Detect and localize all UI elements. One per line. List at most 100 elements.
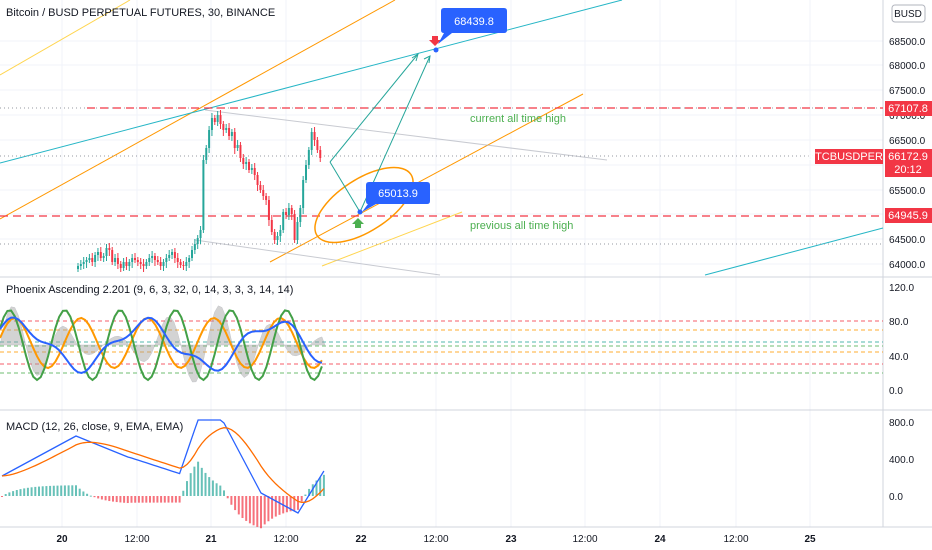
candle-body (242, 158, 245, 164)
macd-bar (189, 473, 192, 496)
macd-bar (89, 495, 92, 497)
candle-body (233, 132, 236, 148)
callout-dip-text: 65013.9 (378, 188, 418, 200)
candles-layer[interactable] (77, 110, 322, 272)
annotation-ath-current[interactable]: current all time high (470, 113, 566, 125)
candle-body (213, 118, 216, 122)
candle-body (228, 128, 231, 136)
ellipse-highlight[interactable] (303, 153, 425, 258)
time-tick-label: 12:00 (572, 534, 597, 545)
candle-body (125, 262, 128, 266)
candle-body (77, 266, 79, 269)
macd-bar (82, 491, 85, 496)
arrow-down-icon[interactable] (429, 36, 441, 46)
candle-body (145, 262, 148, 266)
macd-bar (219, 485, 222, 496)
callout-target[interactable]: 68439.8 (438, 8, 507, 44)
candle-body (199, 230, 202, 238)
candle-body (262, 190, 265, 196)
candle-body (136, 260, 139, 262)
macd-bar (112, 496, 114, 502)
price-tick-label: 66500.0 (889, 136, 926, 147)
candle-body (108, 248, 111, 250)
macd-bar (223, 490, 225, 496)
time-axis[interactable]: 20 12:00 21 12:00 22 12:00 23 12:00 24 12:00 25 (56, 534, 816, 545)
candle-body (239, 145, 242, 158)
macd-bar (134, 496, 137, 503)
price-label-level-1[interactable]: 67107.8 (885, 101, 932, 116)
wedge-line[interactable] (194, 239, 441, 276)
trendline-cyan[interactable] (0, 0, 623, 164)
macd-bar (119, 496, 122, 503)
price-axis[interactable]: BUSD 68500.0 68000.0 67500.0 67000.0 66500.0… (889, 4, 926, 271)
candle-body (296, 222, 299, 240)
candle-body (128, 262, 131, 266)
phoenix-pane[interactable]: Phoenix Ascending 2.201 (9, 6, 3, 32, 0,… (0, 283, 914, 397)
candle-body (282, 212, 285, 230)
macd-tick-label: 400.0 (889, 455, 914, 466)
macd-bar (1, 496, 3, 497)
projection-path[interactable] (329, 53, 419, 163)
candle-body (248, 162, 250, 170)
candle-body (313, 132, 316, 140)
macd-bar (123, 496, 126, 503)
wedge-line[interactable] (204, 109, 608, 161)
macd-bar (256, 496, 259, 527)
candle-body (293, 214, 296, 240)
arrow-head (411, 52, 419, 62)
candle-body (188, 258, 191, 262)
arrow-up-icon[interactable] (352, 218, 364, 228)
macd-bar (297, 496, 299, 510)
macd-bar (15, 490, 18, 496)
ticker-tag[interactable]: BTCBUSDPERP 66172.9 20:12 (808, 149, 932, 177)
callout-dip[interactable]: 65013.9 (362, 182, 430, 212)
symbol-title[interactable]: Bitcoin / BUSD PERPETUAL FUTURES, 30, BI… (6, 7, 275, 19)
currency-badge[interactable] (891, 4, 926, 23)
annotation-ath-previous[interactable]: previous all time high (470, 220, 573, 232)
macd-bar (200, 467, 203, 496)
candle-body (179, 262, 182, 265)
channel-yellow-line[interactable] (321, 211, 463, 267)
phoenix-fast-line (0, 316, 323, 370)
phoenix-label[interactable]: Phoenix Ascending 2.201 (9, 6, 3, 32, 0,… (6, 284, 293, 296)
macd-bar (100, 496, 103, 500)
channel-orange-line[interactable] (0, 0, 396, 220)
candle-body (82, 262, 85, 264)
candle-body (208, 130, 211, 148)
candle-body (273, 232, 276, 240)
macd-bar (252, 496, 255, 526)
macd-tick-label: 0.0 (889, 492, 903, 503)
candle-body (193, 244, 196, 250)
macd-bar (149, 496, 151, 503)
callout-anchor (433, 47, 439, 53)
macd-pane[interactable]: MACD (12, 26, close, 9, EMA, EMA) 800.0 4… (1, 418, 914, 529)
macd-bar (141, 496, 144, 503)
macd-bar (178, 496, 181, 503)
channel-orange-line[interactable] (269, 93, 584, 263)
macd-bar (289, 496, 292, 512)
macd-bar (197, 461, 200, 496)
phoenix-signal-line (0, 309, 323, 382)
price-label-level-2[interactable]: 64945.9 (885, 208, 932, 223)
channel-yellow-line[interactable] (0, 0, 131, 76)
macd-bar (285, 496, 288, 513)
trendline-cyan[interactable] (704, 227, 884, 276)
macd-bar (274, 496, 277, 517)
macd-line (1, 419, 325, 514)
macd-bar (23, 488, 26, 496)
time-tick-label: 12:00 (124, 534, 149, 545)
phoenix-tick-label: 40.0 (889, 352, 909, 363)
phoenix-levels (0, 320, 883, 374)
candle-body (236, 145, 239, 148)
macd-bar (319, 477, 322, 496)
drawings-layer[interactable] (0, 0, 884, 276)
arrow-head (423, 55, 431, 64)
candle-body (156, 260, 159, 262)
phoenix-tick-label: 120.0 (889, 283, 914, 294)
macd-bar (271, 496, 274, 519)
macd-label[interactable]: MACD (12, 26, close, 9, EMA, EMA) (6, 421, 183, 433)
time-tick-label: 12:00 (723, 534, 748, 545)
candle-body (96, 252, 99, 255)
macd-bar (145, 496, 148, 503)
